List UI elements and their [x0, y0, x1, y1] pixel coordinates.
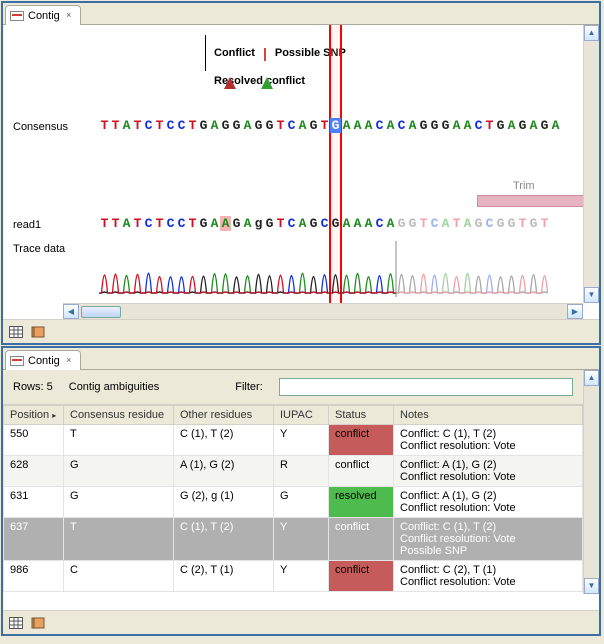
legend-snp-label: Possible SNP	[275, 35, 352, 73]
table-row[interactable]: 550TC (1), T (2)YconflictConflict: C (1)…	[4, 425, 583, 456]
legend-conflict-label: Conflict	[214, 35, 261, 73]
column-header[interactable]: Consensus residue	[64, 406, 174, 425]
column-header[interactable]: IUPAC	[274, 406, 329, 425]
close-icon[interactable]: ×	[64, 11, 74, 21]
scroll-down-arrow[interactable]: ▼	[584, 287, 599, 303]
table-view-icon[interactable]	[7, 323, 25, 341]
consensus-row-label: Consensus	[13, 121, 68, 133]
scroll-thumb[interactable]	[81, 306, 121, 318]
alignment-canvas: Conflict | Possible SNP Resolved conflic…	[3, 25, 583, 303]
tab-bar-bottom: Contig ×	[3, 348, 599, 370]
table-row[interactable]: 637TC (1), T (2)YconflictConflict: C (1)…	[4, 518, 583, 561]
history-view-icon[interactable]	[29, 614, 47, 632]
tab-bar: Contig ×	[3, 3, 599, 25]
column-header[interactable]: Notes	[394, 406, 583, 425]
flag-red	[224, 77, 236, 93]
column-header[interactable]: Status	[329, 406, 394, 425]
tab-contig-bottom[interactable]: Contig ×	[5, 350, 81, 370]
read-row-label: read1	[13, 219, 41, 231]
vertical-scrollbar[interactable]: ▲ ▼	[583, 25, 599, 303]
history-view-icon[interactable]	[29, 323, 47, 341]
tool-strip	[3, 319, 599, 343]
table-view-icon[interactable]	[7, 614, 25, 632]
table-row[interactable]: 628GA (1), G (2)RconflictConflict: A (1)…	[4, 456, 583, 487]
column-header[interactable]: Position ▸	[4, 406, 64, 425]
scroll-right-arrow[interactable]: ▶	[567, 304, 583, 319]
horizontal-scrollbar[interactable]: ◀ ▶	[63, 303, 583, 319]
scroll-down-arrow[interactable]: ▼	[584, 578, 599, 594]
close-icon[interactable]: ×	[64, 356, 74, 366]
contig-view-panel: Contig × Conflict | Possible SNP Resolve…	[1, 1, 601, 345]
filter-input[interactable]	[279, 378, 573, 396]
tool-strip-bottom	[3, 610, 599, 634]
table-row[interactable]: 986CC (2), T (1)YconflictConflict: C (2)…	[4, 561, 583, 592]
trim-label: Trim	[513, 180, 535, 192]
ambiguity-table[interactable]: Position ▸Consensus residueOther residue…	[3, 405, 583, 592]
read-sequence: TTATCTCCTGAAGAgGTCAGCGAAACAGGTCATAGCGGTG…	[99, 216, 550, 231]
column-header[interactable]: Other residues	[174, 406, 274, 425]
trim-region	[477, 195, 583, 207]
trace-row-label: Trace data	[13, 243, 65, 255]
scroll-up-arrow[interactable]: ▲	[584, 25, 599, 41]
flag-green	[261, 77, 273, 93]
tab-label: Contig	[28, 355, 60, 367]
consensus-sequence: TTATCTCCTGAGGAGGTCAGTGAAACACAGGGAACTGAGA…	[99, 118, 561, 133]
tab-contig[interactable]: Contig ×	[5, 5, 81, 25]
contig-icon	[10, 356, 24, 366]
table-caption: Contig ambiguities	[69, 381, 160, 393]
vertical-scrollbar[interactable]: ▲ ▼	[583, 370, 599, 594]
table-wrap: Rows: 5 Contig ambiguities Filter: Posit…	[3, 370, 583, 610]
chromatogram-trace	[99, 241, 583, 297]
table-toolbar: Rows: 5 Contig ambiguities Filter:	[3, 370, 583, 405]
scroll-up-arrow[interactable]: ▲	[584, 370, 599, 386]
table-row[interactable]: 631GG (2), g (1)GresolvedConflict: A (1)…	[4, 487, 583, 518]
scroll-left-arrow[interactable]: ◀	[63, 304, 79, 319]
contig-table-panel: Contig × Rows: 5 Contig ambiguities Filt…	[1, 346, 601, 636]
rows-count: Rows: 5	[13, 381, 53, 393]
filter-label: Filter:	[235, 381, 263, 393]
contig-icon	[10, 11, 24, 21]
tab-label: Contig	[28, 10, 60, 22]
